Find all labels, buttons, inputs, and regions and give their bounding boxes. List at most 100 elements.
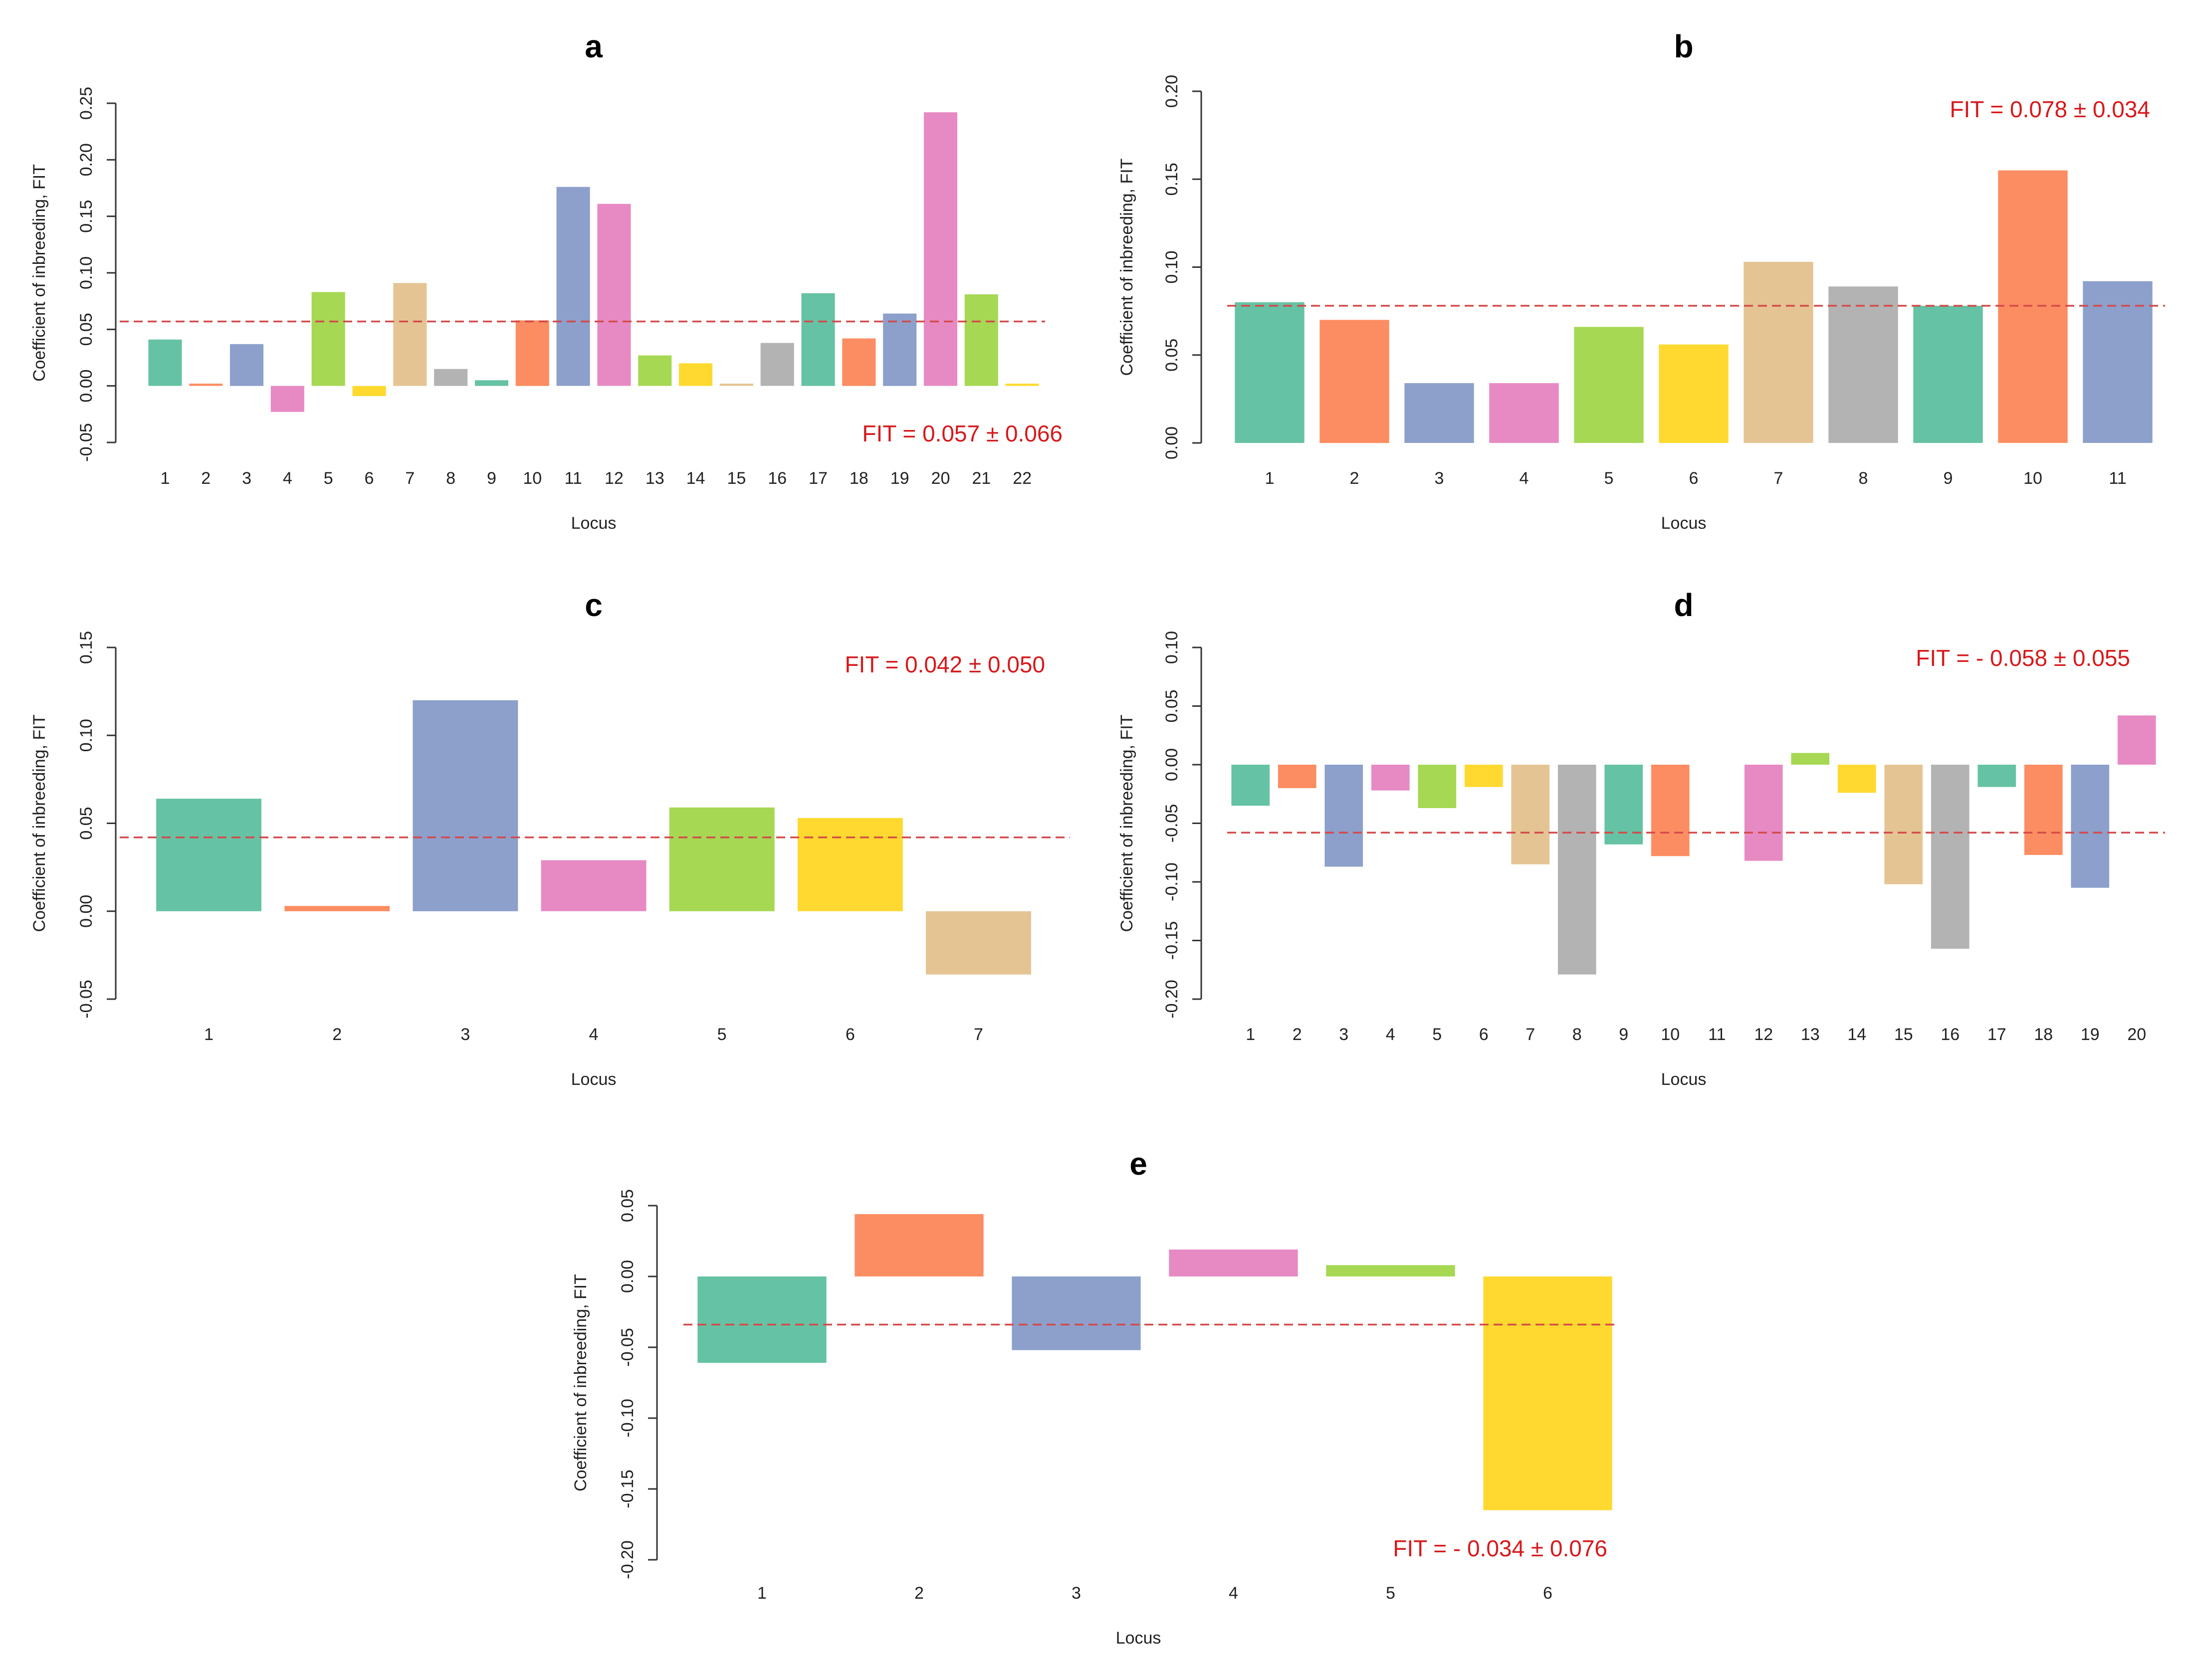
- bar-locus-3: [1324, 765, 1363, 867]
- bar-locus-21: [964, 294, 998, 386]
- x-tick-label: 17: [809, 469, 828, 488]
- x-tick-label: 9: [1944, 469, 1953, 488]
- bar-locus-2: [1319, 320, 1389, 443]
- bar-locus-2: [1278, 765, 1316, 788]
- x-tick-label: 13: [646, 469, 664, 488]
- x-tick-label: 3: [460, 1025, 470, 1044]
- x-tick-label: 1: [160, 469, 170, 488]
- bar-locus-4: [1489, 383, 1559, 443]
- x-tick-label: 4: [1229, 1584, 1238, 1603]
- x-tick-label: 2: [1350, 469, 1359, 488]
- y-tick-label: 0.05: [77, 313, 96, 346]
- fit-annotation: FIT = - 0.058 ± 0.055: [1916, 645, 2130, 671]
- y-tick-label: -0.10: [1162, 862, 1181, 901]
- x-tick-label: 1: [1265, 469, 1275, 488]
- bar-locus-16: [1931, 765, 1969, 949]
- bar-locus-17: [801, 293, 835, 386]
- y-tick-label: 0.00: [77, 895, 96, 928]
- panel-a: a -0.05 0.00 0.05 0.10 0.15 0.20 0.25 Coefficien…: [30, 28, 1063, 533]
- x-tick-label: 5: [1604, 469, 1614, 488]
- y-tick-label: 0.05: [77, 807, 96, 840]
- x-tick-label: 8: [1572, 1025, 1582, 1044]
- fit-annotation: FIT = 0.057 ± 0.066: [862, 420, 1063, 446]
- bar-locus-9: [1913, 306, 1983, 443]
- fit-annotation: FIT = - 0.034 ± 0.076: [1393, 1535, 1607, 1561]
- x-tick-label: 7: [1526, 1025, 1535, 1044]
- x-tick-label: 20: [2127, 1025, 2146, 1044]
- bar-locus-2: [189, 384, 223, 386]
- panel-b: b 0.00 0.05 0.10 0.15 0.20 Coefficient of inbr…: [1117, 28, 2165, 533]
- bar-locus-9: [474, 380, 508, 386]
- x-tick-label: 10: [523, 469, 542, 488]
- x-tick-label: 3: [1435, 469, 1444, 488]
- y-tick-label: 0.05: [1162, 339, 1181, 372]
- panel-title: c: [585, 587, 603, 623]
- bar-locus-5: [1418, 765, 1457, 808]
- y-tick-label: -0.05: [1162, 804, 1181, 843]
- y-tick-label: 0.00: [77, 370, 96, 403]
- y-tick-label: 0.05: [1162, 689, 1181, 722]
- bar-locus-1: [148, 339, 182, 386]
- bar-locus-8: [434, 369, 468, 386]
- y-tick-label: 0.10: [1162, 250, 1181, 283]
- x-tick-label: 2: [914, 1584, 924, 1603]
- y-tick-label: -0.20: [1162, 980, 1181, 1019]
- panel-title: b: [1674, 28, 1693, 64]
- y-axis-title: Coefficient of inbreeding, FIT: [30, 715, 49, 932]
- bar-locus-20: [2117, 715, 2156, 765]
- bar-locus-10: [1998, 170, 2068, 443]
- bar-locus-4: [270, 386, 304, 412]
- x-tick-label: 4: [1386, 1025, 1395, 1044]
- bar-locus-20: [923, 112, 957, 386]
- y-tick-label: 0.10: [77, 719, 96, 752]
- panel-title: a: [585, 28, 603, 64]
- x-tick-label: 7: [974, 1025, 983, 1044]
- bar-locus-19: [883, 313, 917, 386]
- x-tick-label: 6: [365, 469, 374, 488]
- x-tick-label: 7: [1774, 469, 1783, 488]
- bar-locus-6: [1464, 765, 1503, 787]
- bar-locus-13: [1791, 753, 1830, 765]
- x-tick-label: 17: [1987, 1025, 2006, 1044]
- bar-locus-3: [413, 700, 518, 911]
- y-axis-title: Coefficient of inbreeding, FIT: [571, 1274, 590, 1491]
- y-tick-label: -0.05: [77, 423, 96, 462]
- bar-locus-6: [1659, 344, 1729, 443]
- bar-locus-9: [1604, 765, 1643, 844]
- x-tick-label: 10: [2023, 469, 2042, 488]
- y-tick-label: -0.05: [77, 980, 96, 1019]
- y-tick-label: 0.20: [77, 143, 96, 176]
- y-tick-label: 0.15: [77, 200, 96, 233]
- bar-locus-5: [669, 807, 775, 911]
- x-tick-label: 2: [201, 469, 211, 488]
- y-tick-label: 0.10: [1162, 631, 1181, 664]
- y-tick-label: 0.15: [1162, 163, 1181, 196]
- x-tick-label: 14: [686, 469, 705, 488]
- x-tick-label: 1: [204, 1025, 214, 1044]
- x-tick-label: 6: [846, 1025, 855, 1044]
- x-tick-label: 19: [2081, 1025, 2100, 1044]
- bar-locus-4: [1169, 1250, 1298, 1276]
- bar-locus-8: [1828, 286, 1898, 443]
- y-tick-label: -0.15: [618, 1470, 637, 1508]
- bar-locus-22: [1005, 384, 1039, 386]
- x-tick-label: 11: [564, 469, 582, 488]
- x-tick-label: 15: [1894, 1025, 1913, 1044]
- fit-annotation: FIT = 0.042 ± 0.050: [845, 651, 1045, 677]
- bar-locus-2: [284, 906, 390, 911]
- x-axis-title: Locus: [1661, 1070, 1707, 1089]
- bar-locus-8: [1557, 765, 1596, 975]
- bar-locus-15: [719, 384, 753, 386]
- x-tick-label: 2: [332, 1025, 342, 1044]
- bar-locus-7: [1511, 765, 1550, 864]
- y-tick-label: -0.10: [618, 1399, 637, 1438]
- bar-locus-5: [1574, 327, 1644, 443]
- x-tick-label: 20: [931, 469, 950, 488]
- panel-c: c -0.05 0.00 0.05 0.10 0.15 Coefficient of inb…: [30, 587, 1070, 1089]
- x-tick-label: 13: [1801, 1025, 1820, 1044]
- x-tick-label: 1: [757, 1584, 767, 1603]
- bar-locus-19: [2071, 765, 2110, 888]
- x-tick-label: 3: [1072, 1584, 1081, 1603]
- bar-locus-7: [1744, 261, 1813, 443]
